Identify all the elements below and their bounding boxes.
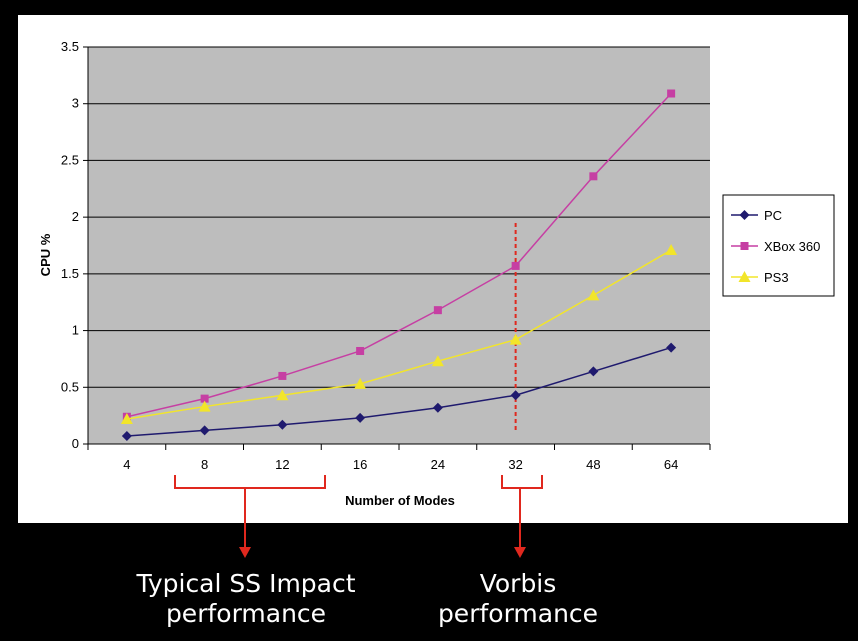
legend-label-ps3: PS3 (764, 270, 789, 285)
data-point-ps3 (276, 389, 289, 401)
data-point-xbox-360 (278, 371, 287, 380)
data-point-pc (510, 390, 521, 401)
y-tick-label: 1.5 (61, 266, 79, 281)
y-tick-label: 1 (72, 323, 79, 338)
legend-label-pc: PC (764, 208, 782, 223)
data-point-ps3 (120, 413, 133, 425)
x-tick-label-24: 24 (431, 457, 445, 472)
data-point-pc (355, 412, 366, 423)
data-point-ps3 (665, 244, 678, 256)
y-tick-label: 3 (72, 96, 79, 111)
legend-marker-ps3 (738, 271, 751, 282)
series-line-ps3 (126, 249, 672, 420)
axes (83, 46, 711, 450)
right-arrow-head (514, 547, 526, 558)
legend-items: PC XBox 360 PS3 (731, 208, 820, 285)
x-axis-title: Number of Modes (345, 493, 455, 508)
annotation-brackets (174, 475, 543, 548)
x-tick-label-12: 12 (275, 457, 289, 472)
data-point-ps3 (587, 289, 600, 301)
data-point-xbox-360 (511, 261, 520, 270)
data-point-pc (199, 425, 210, 436)
legend-marker-pc (739, 210, 750, 220)
series-line-xbox-360 (126, 92, 672, 418)
y-tick-label: 3.5 (61, 39, 79, 54)
y-tick-label: 0 (72, 436, 79, 451)
data-point-ps3 (354, 377, 367, 389)
y-axis-title: CPU % (38, 233, 53, 276)
x-tick-label-32: 32 (508, 457, 522, 472)
legend-marker-xbox-360 (740, 242, 749, 250)
data-point-pc (277, 419, 288, 430)
data-point-pc (432, 402, 443, 413)
y-tick-label: 2.5 (61, 152, 79, 167)
right-bracket (501, 475, 543, 489)
data-point-xbox-360 (356, 346, 365, 355)
data-point-ps3 (431, 355, 444, 367)
left-caption-line-2: performance (166, 599, 326, 628)
x-tick-label-4: 4 (123, 457, 130, 472)
data-point-pc (588, 366, 599, 377)
tick-labels: 00.511.522.533.54 8 12 16 24 32 48 64 (61, 39, 678, 472)
data-point-xbox-360 (200, 394, 209, 403)
left-bracket (174, 475, 326, 489)
right-caption-line-2: performance (438, 599, 598, 628)
data-point-ps3 (198, 400, 211, 412)
y-tick-label: 0.5 (61, 379, 79, 394)
data-point-xbox-360 (433, 306, 442, 315)
data-point-xbox-360 (589, 172, 598, 181)
data-point-ps3 (509, 333, 522, 345)
x-tick-label-48: 48 (586, 457, 600, 472)
plot-area (88, 47, 710, 444)
data-point-pc (121, 431, 132, 442)
x-tick-label-64: 64 (664, 457, 678, 472)
data-point-xbox-360 (667, 89, 676, 98)
data-point-pc (666, 342, 677, 353)
legend: PC XBox 360 PS3 (722, 194, 835, 297)
series-ps3 (120, 244, 678, 425)
left-arrow-head (239, 547, 251, 558)
series-pc (121, 342, 677, 442)
left-caption-line-1: Typical SS Impact (135, 569, 355, 598)
series-line-pc (126, 346, 672, 437)
x-tick-label-8: 8 (201, 457, 208, 472)
x-tick-label-16: 16 (353, 457, 367, 472)
series (120, 89, 678, 442)
y-tick-label: 2 (72, 209, 79, 224)
right-caption-line-1: Vorbis (480, 569, 557, 598)
legend-label-xbox-360: XBox 360 (764, 239, 820, 254)
